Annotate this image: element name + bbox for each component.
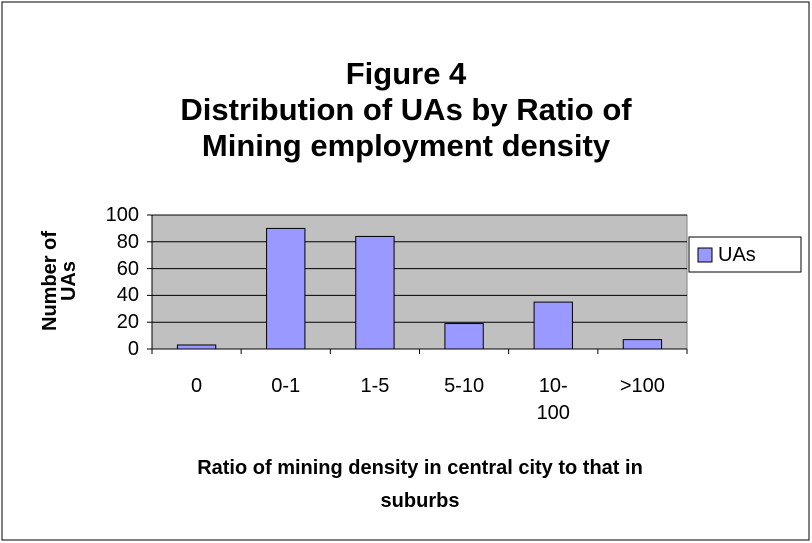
- x-tick-label: 0: [191, 375, 203, 397]
- chart-title: Figure 4 Distribution of UAs by Ratio of…: [180, 56, 632, 163]
- bar: [355, 235, 395, 350]
- bar: [266, 227, 306, 350]
- y-tick-label: 60: [116, 257, 139, 280]
- bar: [444, 323, 484, 350]
- x-tick-label: 0-1: [271, 375, 301, 397]
- x-tick-label: 10-100: [536, 375, 570, 424]
- y-tick-label: 40: [116, 284, 139, 307]
- plot-area: [151, 214, 688, 350]
- y-tick-label: 0: [127, 338, 139, 360]
- y-tick-label: 100: [105, 204, 139, 226]
- y-tick-label: 20: [116, 311, 139, 334]
- x-tick-label: >100: [619, 375, 665, 397]
- bar: [533, 301, 573, 350]
- bar: [176, 344, 217, 350]
- x-tick-label: 1-5: [360, 375, 390, 397]
- legend-swatch: [697, 247, 713, 263]
- x-tick-label: 5-10: [444, 375, 485, 397]
- y-axis-title: Number of UAs: [39, 231, 80, 331]
- x-axis-title: Ratio of mining density in central city …: [197, 457, 643, 512]
- bar: [622, 339, 663, 350]
- y-tick-label: 80: [116, 230, 139, 253]
- legend-label: UAs: [718, 244, 756, 266]
